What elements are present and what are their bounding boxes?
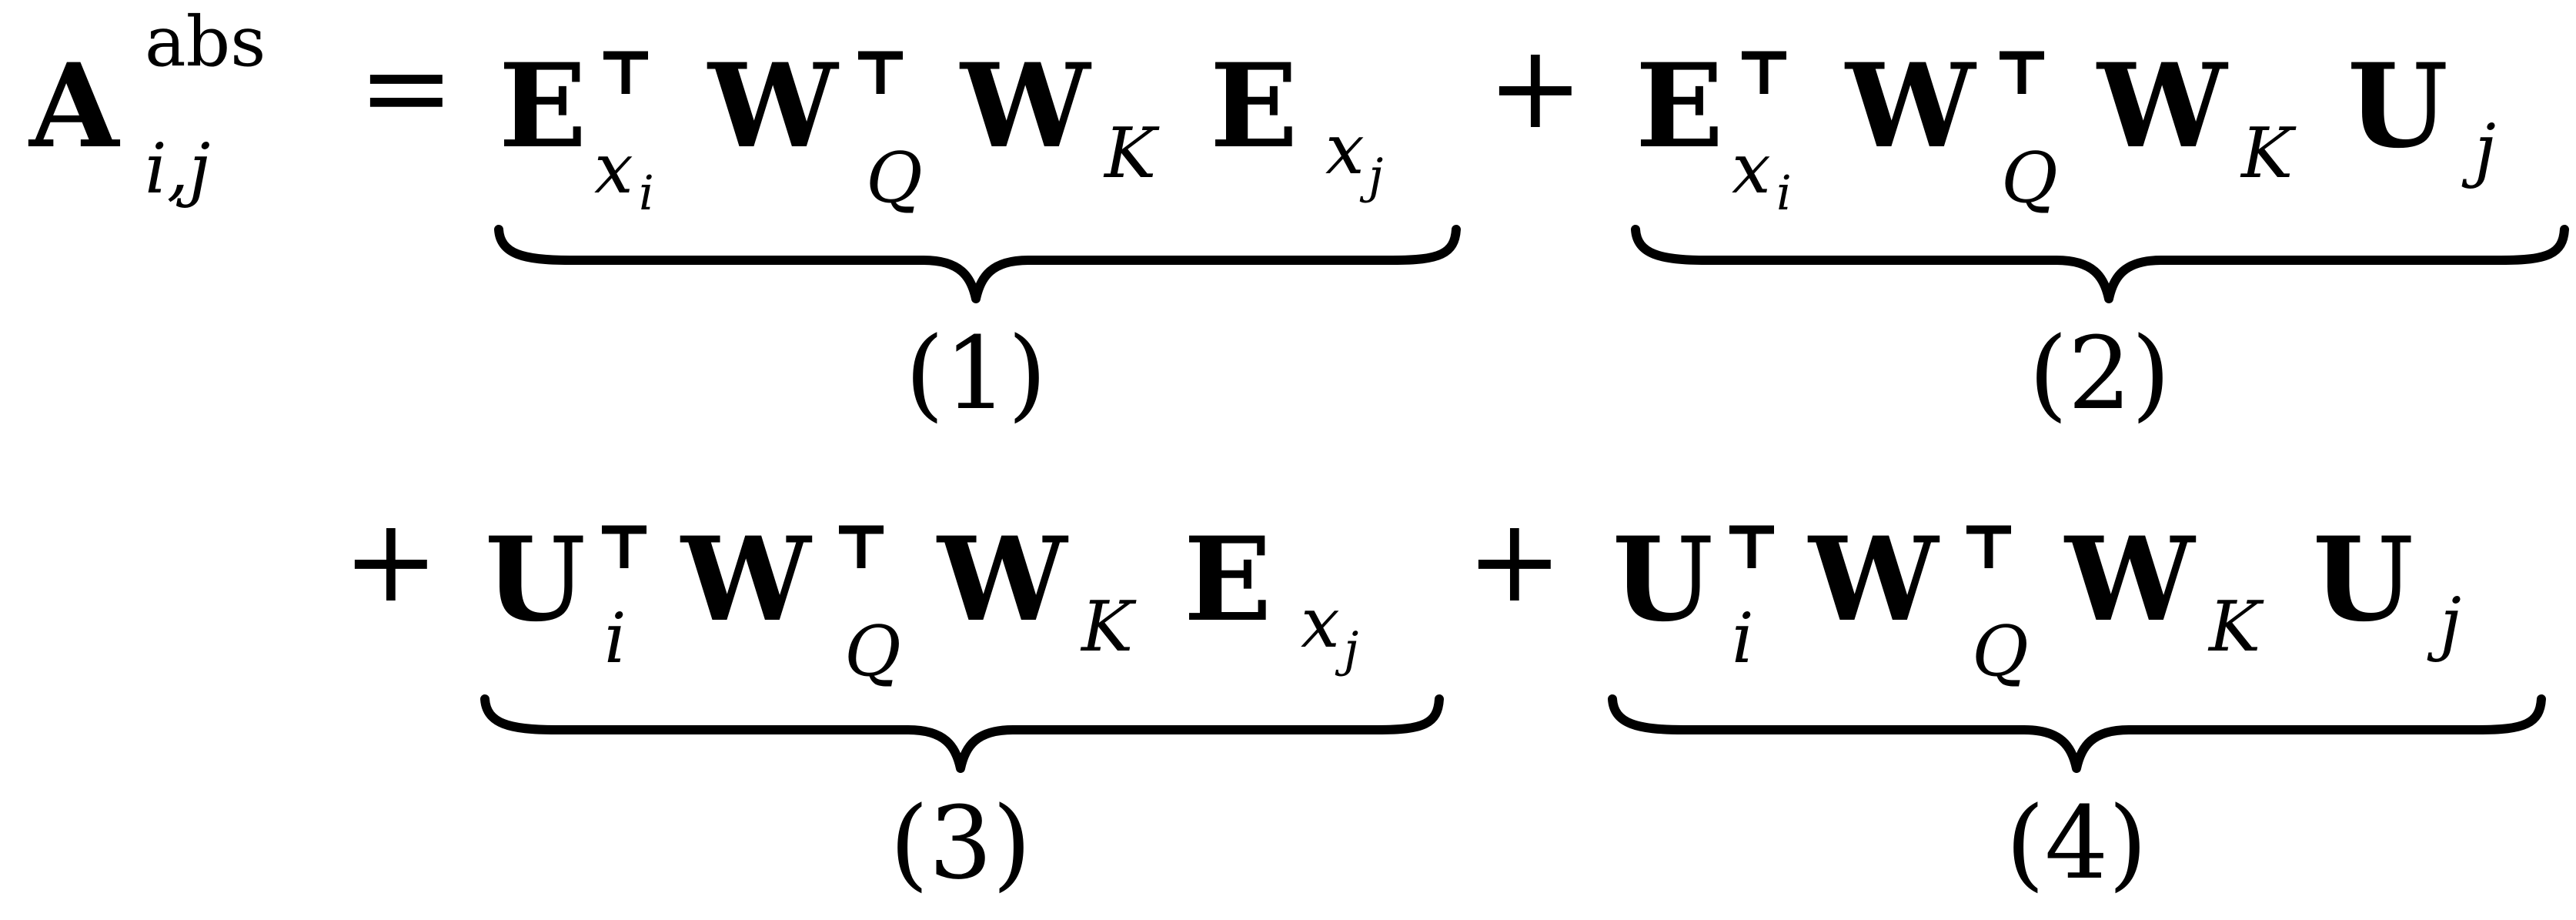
term-3-label: (3) — [890, 785, 1031, 902]
term-1-label: (1) — [905, 315, 1047, 432]
term-3-wk-base: W — [936, 512, 1069, 647]
term-4-wk-base: W — [2063, 512, 2197, 647]
term-2-last-sub: j — [2461, 109, 2496, 190]
term-4: U i W Q W K U j (4) — [1608, 512, 2546, 902]
term-2-first-subsub: i — [1776, 165, 1792, 221]
term-3-first-base: U — [485, 512, 586, 647]
term-2-wk-sub: K — [2240, 113, 2297, 194]
term-3-wq-base: W — [680, 512, 813, 647]
term-1-wk-sub: K — [1103, 113, 1160, 194]
underbrace-4 — [1608, 694, 2546, 773]
term-4-wq-sub: Q — [1972, 611, 2029, 692]
term-2: E x i W Q W K U j (2) — [1631, 38, 2569, 432]
term-1-wq-sub: Q — [866, 138, 923, 219]
lhs: A abs i,j = — [28, 2, 455, 209]
term-4-first-base: U — [1612, 512, 1713, 647]
term-3-wq-sub: Q — [844, 611, 901, 692]
term-3-wk-sub: K — [1080, 587, 1137, 667]
term-3-last-sub: x — [1301, 583, 1340, 664]
term-4-wk-sub: K — [2207, 587, 2264, 667]
equals-sign: = — [358, 21, 455, 155]
term-1-first-base: E — [499, 38, 586, 174]
plus-sign: + — [342, 494, 439, 628]
term-4-wq-base: W — [1807, 512, 1940, 647]
lhs-base: A — [28, 38, 121, 174]
plus-sign: + — [1466, 494, 1563, 628]
term-2-last-base: U — [2347, 38, 2448, 174]
plus-sign: + — [1487, 21, 1584, 155]
term-1-last-sub: x — [1325, 109, 1365, 190]
underbrace-1 — [494, 225, 1461, 303]
term-1-first-subsub: i — [639, 165, 654, 221]
term-1: E x i W Q W K E x j (1) — [494, 38, 1461, 432]
term-3-first-sub: i — [604, 598, 626, 679]
underbrace-3 — [480, 694, 1444, 773]
term-4-first-sub: i — [1732, 598, 1754, 679]
term-2-wq-base: W — [1844, 38, 1977, 174]
lhs-subscript: i,j — [145, 129, 210, 209]
term-4-last-sub: j — [2427, 583, 2461, 664]
term-4-label: (4) — [2006, 785, 2147, 902]
term-3-last-base: E — [1184, 512, 1271, 647]
term-2-wq-sub: Q — [2001, 138, 2058, 219]
term-1-first-sub: x — [594, 129, 633, 209]
term-2-label: (2) — [2029, 315, 2170, 432]
term-1-wq-base: W — [707, 38, 840, 174]
underbrace-2 — [1631, 225, 2569, 303]
term-4-last-base: U — [2313, 512, 2414, 647]
term-2-wk-base: W — [2096, 38, 2229, 174]
term-3: U i W Q W K E x j (3) — [480, 512, 1444, 902]
term-2-first-base: E — [1635, 38, 1723, 174]
term-1-wk-base: W — [959, 38, 1092, 174]
term-2-first-sub: x — [1732, 129, 1771, 209]
term-1-last-base: E — [1210, 38, 1298, 174]
lhs-superscript: abs — [145, 2, 266, 82]
